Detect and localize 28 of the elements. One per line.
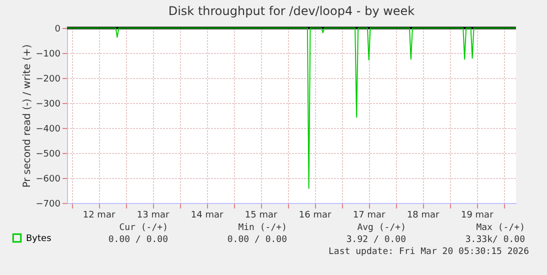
- text: 0.00 / 0.00: [108, 235, 168, 245]
- y-tick-label: −200: [36, 74, 61, 84]
- x-tick-label: 12 mar: [82, 210, 116, 220]
- text: Avg (-/+): [357, 223, 406, 233]
- y-tick-label: −600: [36, 174, 61, 184]
- text: 3.92 / 0.00: [346, 235, 406, 245]
- x-tick-label: 15 mar: [244, 210, 278, 220]
- x-tick-label: 13 mar: [136, 210, 170, 220]
- y-tick-label: −300: [36, 100, 61, 110]
- text: 0.00 / 0.00: [227, 235, 287, 245]
- legend-label: Bytes: [26, 234, 52, 244]
- chart-title: Disk throughput for /dev/loop4 - by week: [168, 4, 415, 18]
- text: 3.33k/ 0.00: [465, 235, 525, 245]
- x-tick-label: 17 mar: [352, 210, 386, 220]
- text: Last update: Fri Mar 20 05:30:15 2026: [328, 247, 529, 257]
- text: Cur (-/+): [119, 223, 168, 233]
- y-tick-label: 0: [54, 24, 61, 34]
- x-tick-label: 14 mar: [190, 210, 224, 220]
- text: Max (-/+): [476, 223, 525, 233]
- x-tick-label: 18 mar: [406, 210, 440, 220]
- y-tick-label: −500: [36, 150, 61, 160]
- y-tick-label: −100: [36, 50, 61, 60]
- x-tick-label: 19 mar: [460, 210, 494, 220]
- x-tick-label: 16 mar: [298, 210, 332, 220]
- text: Min (-/+): [238, 223, 287, 233]
- y-axis-title: Pr second read (-) / write (+): [22, 44, 33, 188]
- y-tick-label: −700: [36, 200, 61, 210]
- y-tick-label: −400: [36, 124, 61, 134]
